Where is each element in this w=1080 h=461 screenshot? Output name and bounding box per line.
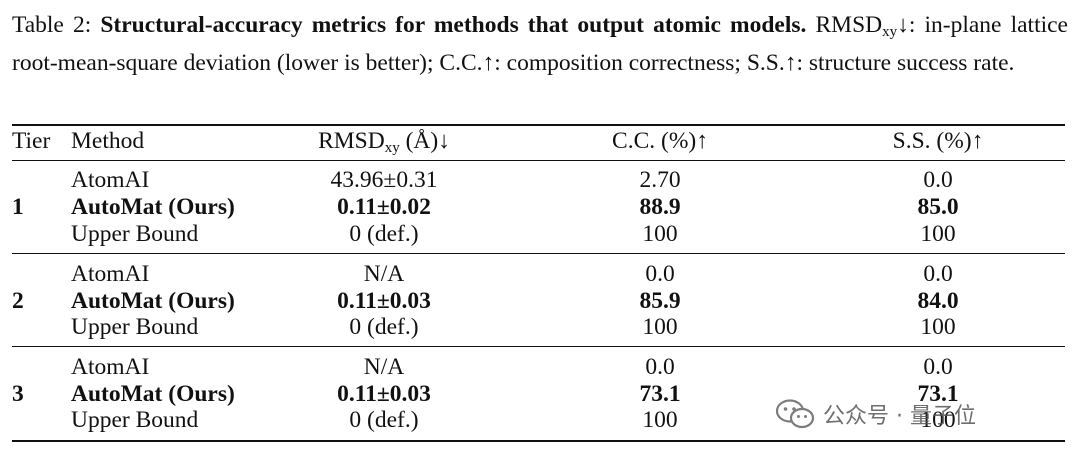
caption-rmsd-sub: xy — [882, 24, 898, 40]
method-name: AtomAI — [71, 167, 150, 193]
ss-value: 0.0 — [923, 261, 953, 287]
header-rmsd-suffix: (Å)↓ — [399, 128, 450, 154]
method-name: AtomAI — [71, 354, 150, 380]
rmsd-value: 0 (def.) — [349, 221, 419, 247]
ss-value: 84.0 — [917, 288, 959, 314]
caption-description: ↓: in-plane lattice root-mean-square dev… — [12, 12, 1068, 76]
cc-value: 2.70 — [639, 167, 681, 193]
rmsd-value: 43.96±0.31 — [330, 167, 438, 193]
group-rule — [12, 346, 1065, 347]
wechat-icon — [775, 399, 815, 429]
method-name: AutoMat (Ours) — [71, 194, 235, 220]
method-name: Upper Bound — [71, 221, 199, 247]
rmsd-value: N/A — [363, 261, 405, 287]
rmsd-value: 0 (def.) — [349, 314, 419, 340]
cc-value: 100 — [642, 314, 678, 340]
tier-label: 1 — [12, 194, 24, 220]
tier-label: 3 — [12, 381, 24, 407]
method-name: Upper Bound — [71, 407, 199, 433]
ss-value: 85.0 — [917, 194, 959, 220]
watermark-text: 公众号 · 量子位 — [823, 404, 976, 429]
ss-value: 100 — [920, 407, 956, 433]
rmsd-value: 0.11±0.03 — [337, 288, 431, 314]
header-rule — [12, 160, 1065, 161]
ss-value: 100 — [920, 221, 956, 247]
header-cc: C.C. (%)↑ — [612, 128, 708, 154]
rmsd-value: 0 (def.) — [349, 407, 419, 433]
header-rmsd-main: RMSD — [318, 128, 385, 154]
caption-title: Structural-accuracy metrics for methods … — [100, 12, 807, 38]
method-name: AutoMat (Ours) — [71, 288, 235, 314]
method-name: Upper Bound — [71, 314, 199, 340]
top-rule — [12, 124, 1065, 126]
cc-value: 73.1 — [639, 381, 681, 407]
cc-value: 100 — [642, 221, 678, 247]
header-tier: Tier — [12, 128, 51, 154]
table-caption: Table 2: Structural-accuracy metrics for… — [12, 10, 1068, 79]
tier-label: 2 — [12, 288, 24, 314]
ss-value: 0.0 — [923, 354, 953, 380]
header-ss: S.S. (%)↑ — [892, 128, 984, 154]
method-name: AutoMat (Ours) — [71, 381, 235, 407]
ss-value: 0.0 — [923, 167, 953, 193]
cc-value: 0.0 — [645, 354, 675, 380]
rmsd-value: 0.11±0.03 — [337, 381, 431, 407]
cc-value: 85.9 — [639, 288, 681, 314]
rmsd-value: N/A — [363, 354, 405, 380]
header-method: Method — [71, 128, 145, 154]
ss-value: 73.1 — [917, 381, 959, 407]
caption-label: Table 2: — [12, 12, 101, 38]
watermark: 公众号 · 量子位 — [775, 396, 976, 432]
cc-value: 100 — [642, 407, 678, 433]
group-rule — [12, 253, 1065, 254]
header-rmsd: RMSDxy (Å)↓ — [318, 128, 450, 161]
bottom-rule — [12, 440, 1065, 442]
header-rmsd-sub: xy — [384, 140, 400, 156]
rmsd-value: 0.11±0.02 — [337, 194, 431, 220]
caption-rmsd: RMSD — [815, 12, 883, 38]
method-name: AtomAI — [71, 261, 150, 287]
cc-value: 0.0 — [645, 261, 675, 287]
cc-value: 88.9 — [639, 194, 681, 220]
ss-value: 100 — [920, 314, 956, 340]
